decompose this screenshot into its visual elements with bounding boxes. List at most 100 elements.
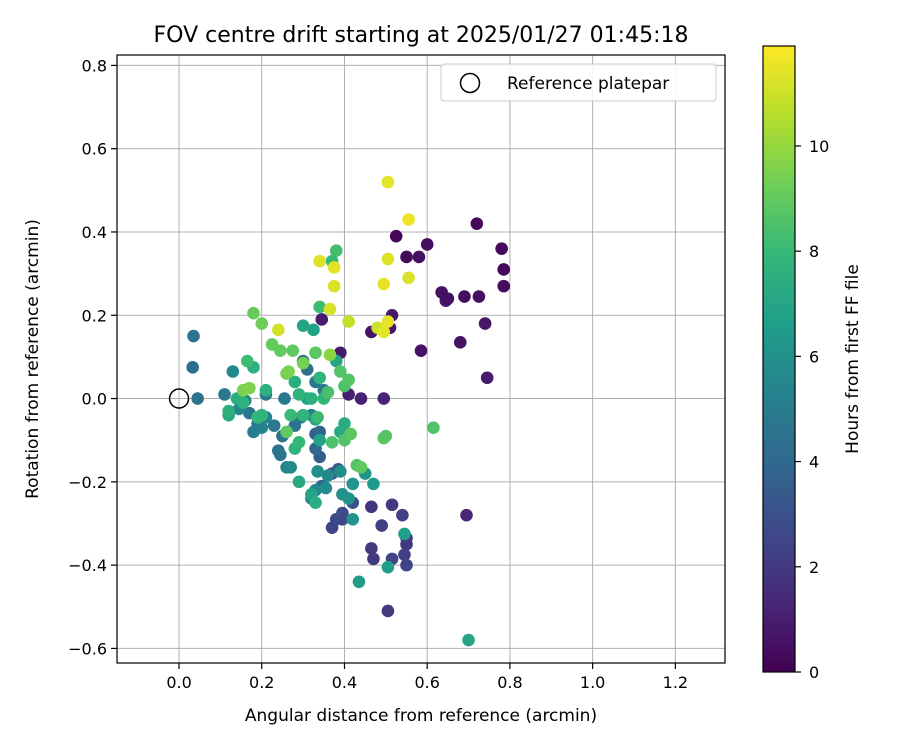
- data-point: [398, 548, 411, 562]
- y-tick-label: 0.2: [82, 306, 107, 325]
- y-tick-label: 0.6: [82, 140, 107, 159]
- data-point: [309, 346, 322, 360]
- x-tick-label: 1.0: [580, 673, 605, 692]
- data-point: [414, 344, 428, 357]
- data-point: [292, 388, 306, 401]
- data-point: [313, 300, 326, 314]
- x-tick-label: 0.4: [332, 673, 357, 692]
- data-point: [274, 448, 287, 462]
- legend-box: [440, 63, 717, 102]
- colorbar-tick-label: 0: [809, 663, 819, 682]
- colorbar-tick-label: 4: [809, 453, 819, 472]
- data-point: [319, 481, 333, 495]
- reference-platepar-marker: [168, 388, 190, 409]
- data-point: [472, 290, 486, 303]
- data-point: [377, 392, 391, 405]
- data-point: [284, 408, 298, 422]
- data-point: [400, 538, 413, 551]
- colorbar-tick-label: 8: [809, 242, 819, 261]
- data-point: [280, 425, 293, 439]
- data-point: [354, 460, 368, 474]
- data-point: [396, 508, 409, 522]
- colorbar-label: Hours from first FF file: [843, 264, 863, 454]
- legend-entry-reference-platepar: Reference platepar: [507, 74, 669, 94]
- data-point: [321, 469, 335, 482]
- data-point: [381, 315, 395, 328]
- data-point: [307, 323, 320, 337]
- x-axis-ticks: 0.0 0.2 0.4 0.6 0.8 1.0 1.2: [166, 663, 688, 692]
- data-point: [334, 465, 347, 478]
- data-point: [453, 336, 467, 349]
- data-point: [389, 229, 403, 243]
- y-axis-label: Rotation from reference (arcmin): [23, 219, 43, 499]
- data-point: [346, 477, 360, 491]
- data-point: [334, 365, 347, 378]
- y-tick-label: 0.4: [82, 223, 107, 242]
- colorbar-tick-label: 10: [809, 137, 829, 156]
- data-point: [480, 371, 494, 385]
- colorbar-gradient: [762, 45, 796, 673]
- data-point: [288, 375, 302, 389]
- x-axis-label: Angular distance from reference (arcmin): [245, 706, 597, 726]
- data-point: [367, 552, 380, 566]
- y-tick-label: 0.0: [82, 390, 107, 409]
- data-point: [191, 392, 204, 405]
- data-point: [381, 252, 395, 266]
- data-point: [325, 435, 339, 449]
- data-point: [379, 429, 393, 443]
- data-point: [427, 421, 440, 435]
- grid: [117, 55, 725, 663]
- data-point: [412, 250, 426, 264]
- x-tick-label: 0.2: [249, 673, 274, 692]
- data-point: [381, 175, 395, 189]
- data-point: [267, 419, 281, 432]
- data-point: [218, 388, 231, 401]
- data-point: [377, 325, 391, 339]
- data-point: [222, 404, 235, 418]
- data-point: [311, 411, 324, 424]
- data-point: [400, 558, 413, 572]
- x-tick-label: 0.8: [497, 673, 522, 692]
- y-tick-label: −0.6: [68, 639, 107, 658]
- data-point: [255, 421, 269, 435]
- data-point: [313, 371, 326, 385]
- data-point: [226, 365, 240, 378]
- data-point: [338, 417, 351, 430]
- data-point: [381, 604, 395, 618]
- data-point: [377, 277, 391, 291]
- data-point: [240, 354, 254, 368]
- data-point: [458, 290, 471, 303]
- data-point: [329, 244, 343, 258]
- data-point: [460, 508, 473, 522]
- data-point: [478, 317, 492, 330]
- data-point: [344, 427, 357, 441]
- data-point: [365, 500, 378, 514]
- data-point: [284, 460, 298, 474]
- data-point: [385, 498, 399, 512]
- data-point: [255, 408, 269, 422]
- colorbar: 0 2 4 6 8 10 Hours from first FF file: [762, 45, 863, 682]
- data-point: [187, 329, 200, 343]
- data-point: [313, 433, 326, 447]
- data-point: [286, 344, 300, 357]
- data-point: [400, 250, 413, 264]
- data-point: [236, 396, 250, 410]
- data-point: [441, 292, 455, 305]
- data-point: [272, 323, 285, 337]
- data-point: [497, 279, 511, 293]
- data-point: [247, 306, 260, 320]
- colorbar-tick-label: 2: [809, 558, 819, 577]
- data-point: [367, 477, 380, 491]
- data-point: [342, 373, 355, 387]
- data-point: [313, 254, 326, 268]
- data-point: [497, 263, 511, 276]
- data-point: [402, 213, 415, 226]
- data-point: [420, 238, 434, 251]
- y-tick-label: 0.8: [82, 56, 107, 75]
- data-point: [292, 435, 306, 449]
- data-points: [186, 175, 511, 647]
- data-point: [315, 313, 329, 326]
- data-point: [470, 217, 484, 230]
- data-point: [398, 527, 411, 541]
- data-point: [323, 348, 337, 362]
